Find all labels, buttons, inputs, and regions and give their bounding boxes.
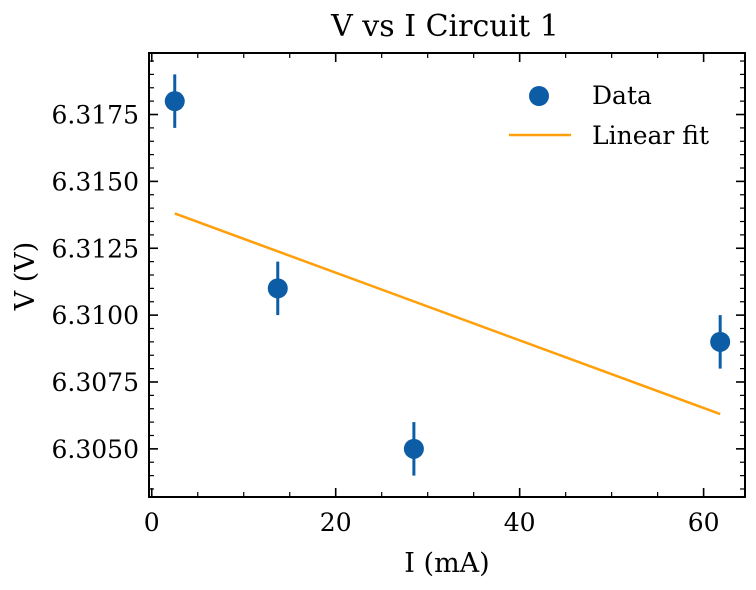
data-point (710, 331, 731, 352)
data-point (267, 278, 288, 299)
plot-area (164, 74, 731, 476)
x-tick-label: 20 (320, 508, 352, 537)
data-point (403, 438, 424, 459)
legend-label-fit: Linear fit (592, 121, 709, 150)
y-tick-label: 6.3125 (52, 234, 139, 263)
x-tick-label: 40 (504, 508, 536, 537)
x-tick-label: 0 (144, 508, 160, 537)
y-tick-label: 6.3100 (52, 301, 139, 330)
y-tick-label: 6.3150 (52, 167, 139, 196)
fit-line (174, 212, 721, 416)
plot-frame (148, 52, 746, 498)
y-tick-label: 6.3075 (52, 368, 139, 397)
chart-title: V vs I Circuit 1 (330, 9, 559, 44)
legend: Data Linear fit (509, 81, 709, 150)
legend-label-data: Data (592, 81, 652, 110)
y-tick-label: 6.3175 (52, 101, 139, 130)
y-axis-label: V (V) (10, 242, 41, 312)
data-point (164, 91, 185, 112)
y-tick-label: 6.3050 (52, 435, 139, 464)
x-tick-label: 60 (688, 508, 720, 537)
x-axis-label: I (mA) (404, 548, 489, 579)
legend-marker-data (529, 86, 549, 106)
axis-ticks: 0 20 40 60 6.3050 6.3075 6.3100 6.3125 6.3150 6.3… (52, 53, 745, 537)
